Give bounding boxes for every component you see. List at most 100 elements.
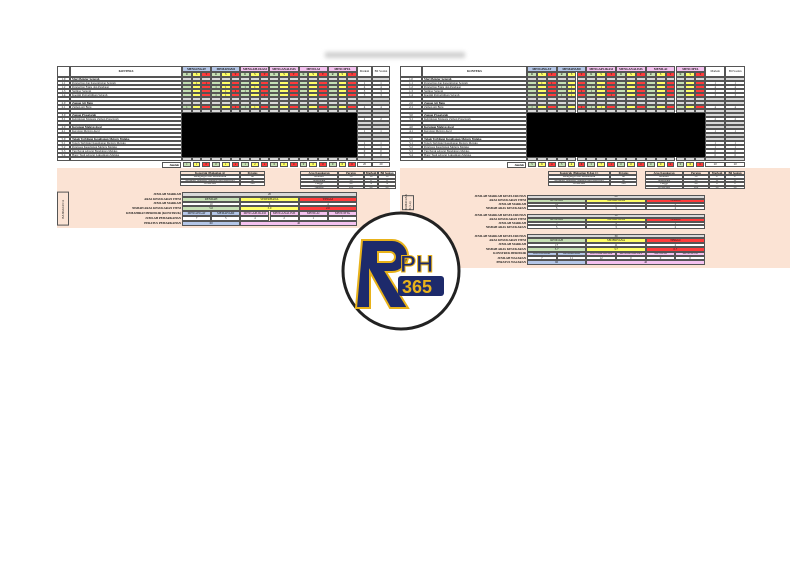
level-cell bbox=[337, 105, 348, 109]
jumlah-cell: 5 bbox=[528, 162, 536, 167]
row-no: 2.1 bbox=[400, 105, 422, 109]
jumlah-cell: 0 bbox=[646, 162, 655, 167]
level-cell bbox=[665, 105, 676, 109]
row-konteks bbox=[70, 109, 182, 113]
markah-cell: 10 bbox=[182, 201, 241, 207]
level-cell: 1 bbox=[596, 105, 607, 109]
level-cell bbox=[182, 109, 192, 113]
level-cell bbox=[288, 93, 299, 97]
header-sub: S bbox=[596, 72, 607, 77]
row-bil-soalan: 1 bbox=[725, 81, 746, 85]
konstruk-cell: MENGINGAT bbox=[182, 211, 212, 216]
level-cell bbox=[327, 157, 338, 161]
row-konteks: Kerajaan Melayu Awal bbox=[70, 129, 182, 133]
header-level: MENGANALISIS bbox=[269, 66, 299, 72]
row-markah: 3 bbox=[705, 93, 726, 97]
level-cell bbox=[616, 85, 626, 89]
level-cell bbox=[536, 93, 547, 97]
aras-table-cell: 20 bbox=[378, 185, 396, 189]
redacted-block bbox=[182, 113, 357, 157]
header-sub: S bbox=[685, 72, 696, 77]
row-konteks bbox=[70, 157, 182, 161]
level-cell bbox=[566, 101, 577, 105]
row-markah: 3 bbox=[356, 93, 372, 97]
nisbah-cell: 3 bbox=[586, 206, 646, 211]
level-cell bbox=[347, 85, 357, 89]
jumlah-cell: 0 bbox=[299, 162, 308, 167]
row-bil-soalan: 0 bbox=[371, 149, 390, 153]
level-cell bbox=[655, 85, 666, 89]
level-cell bbox=[626, 77, 636, 81]
level-cell bbox=[665, 89, 676, 93]
level-cell bbox=[298, 97, 309, 101]
header-no bbox=[400, 66, 422, 77]
level-cell bbox=[230, 81, 241, 85]
level-cell bbox=[318, 97, 328, 101]
row-konteks: Mari Belajar Sejarah bbox=[70, 77, 182, 81]
level-cell: 1 bbox=[220, 85, 231, 89]
level-cell bbox=[191, 97, 202, 101]
level-cell: 1 bbox=[211, 85, 221, 89]
level-cell: 1 bbox=[240, 105, 251, 109]
level-cell bbox=[318, 77, 328, 81]
jumlah-cell: 4 bbox=[567, 162, 576, 167]
level-cell bbox=[269, 89, 280, 93]
redacted-block bbox=[527, 113, 706, 157]
level-cell bbox=[626, 157, 636, 161]
level-cell bbox=[695, 105, 706, 109]
level-cell bbox=[288, 81, 299, 85]
level-cell bbox=[596, 89, 607, 93]
jumlah-cell: 0 bbox=[202, 162, 211, 167]
level-cell bbox=[298, 89, 309, 93]
header-markah: Markah bbox=[705, 66, 726, 77]
level-cell bbox=[347, 89, 357, 93]
level-cell bbox=[337, 93, 348, 97]
level-cell bbox=[211, 109, 221, 113]
level-cell bbox=[288, 85, 299, 89]
level-cell bbox=[606, 105, 617, 109]
row-markah: 4 bbox=[356, 105, 372, 109]
aras-table-cell: Tinggi bbox=[300, 182, 338, 186]
row-markah: 1 bbox=[356, 81, 372, 85]
header-sub: T bbox=[665, 72, 676, 77]
section-side-label: BAHAGIAN B (1-4) bbox=[402, 194, 414, 211]
row-no: 5.4 bbox=[57, 153, 70, 157]
row-bil-soalan: 4 bbox=[371, 105, 390, 109]
level-cell bbox=[616, 101, 626, 105]
konstruk-table-cell: 100 bbox=[240, 182, 265, 186]
level-cell bbox=[230, 101, 241, 105]
jumlah-cell: 0 bbox=[636, 162, 645, 167]
konstruk-cell: MENCIPTA bbox=[327, 211, 357, 216]
level-cell bbox=[645, 157, 656, 161]
level-cell bbox=[566, 109, 577, 113]
row-bil-soalan: 0 bbox=[371, 153, 390, 157]
row-konteks: Tun Perak sebagai Bendahara Melaka bbox=[70, 149, 182, 153]
level-cell bbox=[655, 157, 666, 161]
row-konteks: Pengertian Fakta dan Pendapat bbox=[70, 85, 182, 89]
level-cell bbox=[337, 85, 348, 89]
level-cell bbox=[665, 93, 676, 97]
row-no: 4.1 bbox=[57, 129, 70, 133]
row-konteks: Zaman Prasejarah bbox=[70, 113, 182, 117]
row-bil-soalan bbox=[371, 109, 390, 113]
level-cell bbox=[655, 93, 666, 97]
level-cell bbox=[182, 81, 192, 85]
row-markah bbox=[705, 77, 726, 81]
nisbah-cell: 5.0 bbox=[182, 206, 241, 212]
row-markah: 2 bbox=[356, 117, 372, 121]
level-cell bbox=[675, 77, 686, 81]
aras-table-header: Peratus bbox=[338, 171, 364, 175]
row-markah bbox=[356, 137, 372, 141]
jumlah-label: Jumlah bbox=[507, 162, 526, 168]
aras-table-cell: 20 bbox=[338, 182, 364, 186]
aras-table-header: Bil Soalan bbox=[378, 171, 396, 175]
pemarkahan-cell: 2 bbox=[269, 216, 299, 221]
level-cell bbox=[556, 77, 567, 81]
row-konteks bbox=[422, 109, 527, 113]
row-no: 5.3 bbox=[57, 149, 70, 153]
row-markah bbox=[705, 101, 726, 105]
jumlah-cell: 0 bbox=[289, 162, 298, 167]
level-cell bbox=[695, 81, 706, 85]
row-markah bbox=[356, 113, 372, 117]
level-cell: 1 bbox=[596, 85, 607, 89]
